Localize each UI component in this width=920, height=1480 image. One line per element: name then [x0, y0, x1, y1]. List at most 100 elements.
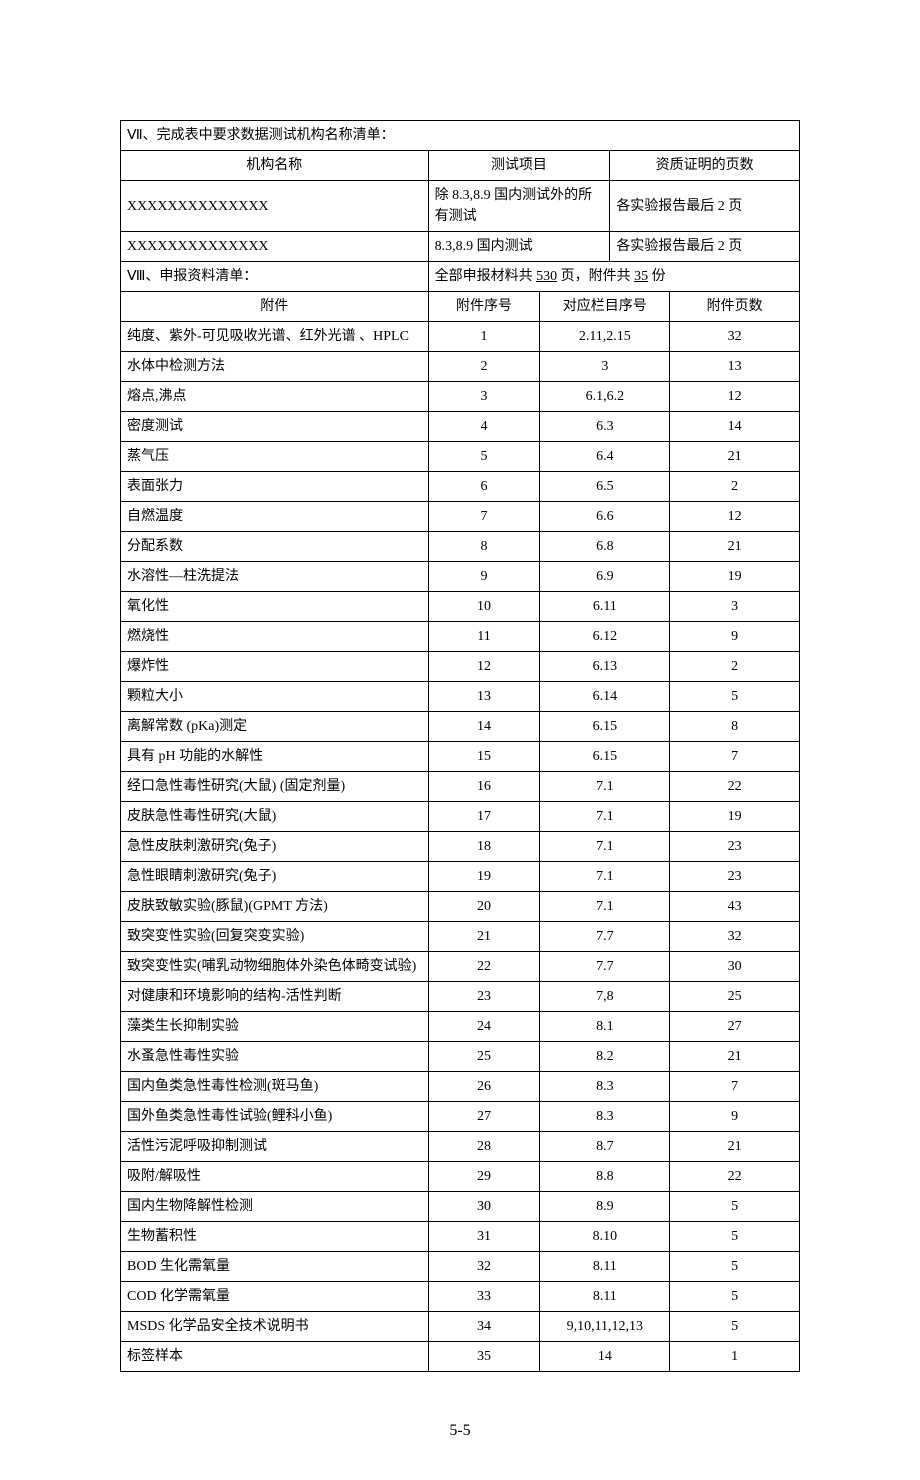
attachment-row: 活性污泥呼吸抑制测试288.721 — [121, 1132, 800, 1162]
attachment-row: COD 化学需氧量338.115 — [121, 1282, 800, 1312]
attachment-row: 对健康和环境影响的结构-活性判断237,825 — [121, 982, 800, 1012]
att-col: 2.11,2.15 — [540, 322, 670, 352]
att-col: 7,8 — [540, 982, 670, 1012]
attachment-row: 燃烧性116.129 — [121, 622, 800, 652]
att-name: 水溶性—柱洗提法 — [121, 562, 429, 592]
attachment-row: BOD 生化需氧量328.115 — [121, 1252, 800, 1282]
att-pages: 21 — [670, 1132, 800, 1162]
att-col: 6.11 — [540, 592, 670, 622]
inst-cert: 各实验报告最后 2 页 — [610, 181, 800, 232]
att-name: MSDS 化学品安全技术说明书 — [121, 1312, 429, 1342]
sec8-copies: 35 — [634, 269, 648, 284]
attachment-row: 藻类生长抑制实验248.127 — [121, 1012, 800, 1042]
att-name: 自燃温度 — [121, 502, 429, 532]
att-name: 致突变性实验(回复突变实验) — [121, 922, 429, 952]
att-col: 8.11 — [540, 1282, 670, 1312]
att-seq: 17 — [428, 802, 540, 832]
att-col: 6.8 — [540, 532, 670, 562]
sec8-suffix: 份 — [648, 269, 666, 284]
att-seq: 12 — [428, 652, 540, 682]
att-col: 6.15 — [540, 742, 670, 772]
att-name: 密度测试 — [121, 412, 429, 442]
col-inst-name: 机构名称 — [121, 151, 429, 181]
col-attachment: 附件 — [121, 292, 429, 322]
att-seq: 9 — [428, 562, 540, 592]
att-seq: 25 — [428, 1042, 540, 1072]
att-name: 纯度、紫外-可见吸收光谱、红外光谱 、HPLC — [121, 322, 429, 352]
attachment-row: 密度测试46.314 — [121, 412, 800, 442]
section7-header-row: Ⅶ、完成表中要求数据测试机构名称清单： — [121, 121, 800, 151]
att-name: 水体中检测方法 — [121, 352, 429, 382]
att-seq: 14 — [428, 712, 540, 742]
att-name: 皮肤致敏实验(豚鼠)(GPMT 方法) — [121, 892, 429, 922]
att-name: 氧化性 — [121, 592, 429, 622]
att-pages: 23 — [670, 832, 800, 862]
att-col: 6.15 — [540, 712, 670, 742]
att-name: 国内生物降解性检测 — [121, 1192, 429, 1222]
att-col: 6.12 — [540, 622, 670, 652]
att-col: 8.3 — [540, 1102, 670, 1132]
attachment-row: 爆炸性126.132 — [121, 652, 800, 682]
att-col: 7.1 — [540, 802, 670, 832]
att-pages: 43 — [670, 892, 800, 922]
att-pages: 32 — [670, 322, 800, 352]
att-seq: 23 — [428, 982, 540, 1012]
att-pages: 1 — [670, 1342, 800, 1372]
attachment-row: 国外鱼类急性毒性试验(鲤科小鱼)278.39 — [121, 1102, 800, 1132]
att-name: 经口急性毒性研究(大鼠) (固定剂量) — [121, 772, 429, 802]
att-pages: 22 — [670, 772, 800, 802]
att-col: 7.7 — [540, 952, 670, 982]
sec8-mid: 页，附件共 — [557, 269, 634, 284]
att-name: 急性眼睛刺激研究(兔子) — [121, 862, 429, 892]
attachment-row: 分配系数86.821 — [121, 532, 800, 562]
att-seq: 30 — [428, 1192, 540, 1222]
col-cert-pages: 资质证明的页数 — [610, 151, 800, 181]
att-seq: 26 — [428, 1072, 540, 1102]
att-name: 生物蓄积性 — [121, 1222, 429, 1252]
att-col: 8.11 — [540, 1252, 670, 1282]
att-pages: 13 — [670, 352, 800, 382]
inst-name: XXXXXXXXXXXXXX — [121, 181, 429, 232]
att-seq: 7 — [428, 502, 540, 532]
section7-header: Ⅶ、完成表中要求数据测试机构名称清单： — [121, 121, 800, 151]
att-seq: 32 — [428, 1252, 540, 1282]
att-name: BOD 生化需氧量 — [121, 1252, 429, 1282]
att-col: 7.1 — [540, 832, 670, 862]
att-col: 9,10,11,12,13 — [540, 1312, 670, 1342]
attachment-row: 熔点,沸点36.1,6.212 — [121, 382, 800, 412]
attachment-row: 国内鱼类急性毒性检测(斑马鱼)268.37 — [121, 1072, 800, 1102]
att-seq: 28 — [428, 1132, 540, 1162]
att-name: 蒸气压 — [121, 442, 429, 472]
attachment-row: 国内生物降解性检测308.95 — [121, 1192, 800, 1222]
page-footer: 5-5 — [120, 1422, 800, 1440]
attachment-row: 水蚤急性毒性实验258.221 — [121, 1042, 800, 1072]
section8-row: Ⅷ、申报资料清单： 全部申报材料共 530 页，附件共 35 份 — [121, 262, 800, 292]
att-col: 8.1 — [540, 1012, 670, 1042]
institution-row: XXXXXXXXXXXXXX 8.3,8.9 国内测试 各实验报告最后 2 页 — [121, 232, 800, 262]
att-seq: 1 — [428, 322, 540, 352]
att-name: 活性污泥呼吸抑制测试 — [121, 1132, 429, 1162]
att-seq: 4 — [428, 412, 540, 442]
att-name: COD 化学需氧量 — [121, 1282, 429, 1312]
att-seq: 27 — [428, 1102, 540, 1132]
att-pages: 2 — [670, 652, 800, 682]
att-seq: 11 — [428, 622, 540, 652]
att-pages: 7 — [670, 1072, 800, 1102]
attachment-row: 标签样本35141 — [121, 1342, 800, 1372]
att-seq: 20 — [428, 892, 540, 922]
attachment-row: 表面张力66.52 — [121, 472, 800, 502]
att-pages: 32 — [670, 922, 800, 952]
att-pages: 3 — [670, 592, 800, 622]
attachment-row: 急性皮肤刺激研究(兔子)187.123 — [121, 832, 800, 862]
att-seq: 13 — [428, 682, 540, 712]
att-col: 6.9 — [540, 562, 670, 592]
att-col: 6.6 — [540, 502, 670, 532]
col-pages: 附件页数 — [670, 292, 800, 322]
att-seq: 29 — [428, 1162, 540, 1192]
att-seq: 19 — [428, 862, 540, 892]
attachment-row: 急性眼睛刺激研究(兔子)197.123 — [121, 862, 800, 892]
att-col: 7.7 — [540, 922, 670, 952]
inst-item: 除 8.3,8.9 国内测试外的所有测试 — [428, 181, 610, 232]
att-seq: 34 — [428, 1312, 540, 1342]
attachment-row: 离解常数 (pKa)测定146.158 — [121, 712, 800, 742]
